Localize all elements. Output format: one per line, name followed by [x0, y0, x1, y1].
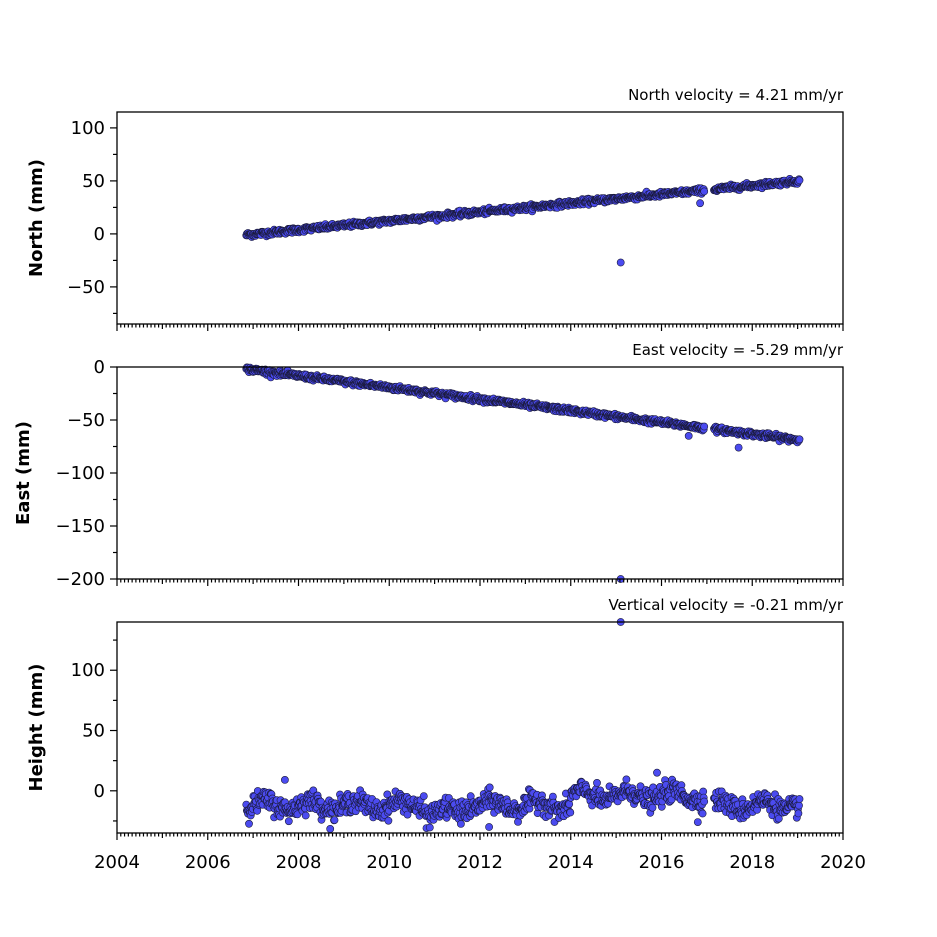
outlier-point	[693, 818, 702, 826]
x-tick-label: 2008	[276, 852, 322, 873]
outlier-point	[696, 199, 704, 208]
velocity-title: East velocity = -5.29 mm/yr	[632, 341, 844, 359]
y-tick-label: −150	[56, 516, 105, 537]
data-point	[419, 792, 428, 800]
y-axis-label: East (mm)	[13, 421, 34, 525]
data-points	[242, 174, 804, 267]
x-tick-label: 2014	[548, 852, 594, 873]
data-point	[301, 811, 310, 820]
data-point	[566, 808, 575, 817]
y-tick-label: 0	[94, 357, 105, 378]
data-point	[456, 820, 465, 828]
outlier-point	[485, 823, 493, 831]
x-tick-label: 2010	[366, 852, 412, 873]
data-point	[774, 814, 783, 823]
data-point	[648, 803, 657, 812]
y-axis-label: Height (mm)	[26, 664, 47, 792]
data-point	[795, 801, 803, 810]
data-point	[330, 816, 339, 824]
y-tick-label: −50	[67, 410, 105, 431]
y-tick-label: −200	[56, 569, 105, 590]
data-point	[284, 817, 293, 826]
y-tick-label: −100	[56, 463, 105, 484]
x-tick-label: 2004	[94, 852, 140, 873]
x-tick-label: 2012	[457, 852, 503, 873]
panel-2: East velocity = -5.29 mm/yr East (mm) −200…	[13, 341, 844, 590]
y-tick-label: 100	[71, 118, 105, 139]
x-tick-label: 2006	[185, 852, 231, 873]
data-points	[242, 618, 804, 833]
data-point	[794, 809, 803, 818]
data-point	[700, 422, 709, 431]
data-point	[593, 779, 601, 787]
outlier-point	[653, 768, 661, 777]
plot-frame	[116, 111, 844, 325]
data-point	[485, 783, 494, 792]
x-tick-label: 2020	[820, 852, 866, 873]
y-tick-label: 0	[94, 781, 105, 802]
data-point	[795, 795, 804, 803]
outlier-point	[280, 776, 289, 784]
y-tick-label: 50	[82, 171, 105, 192]
panel-3: Vertical velocity = -0.21 mm/yr Height (m…	[26, 596, 866, 873]
outlier-point	[684, 431, 693, 440]
x-tick-label: 2018	[729, 852, 775, 873]
panel-1: North velocity = 4.21 mm/yr North (mm) −50…	[26, 86, 844, 331]
y-tick-label: −50	[67, 277, 105, 298]
data-point	[384, 816, 393, 825]
y-tick-label: 100	[71, 660, 105, 681]
x-tick-label: 2016	[639, 852, 685, 873]
velocity-title: Vertical velocity = -0.21 mm/yr	[608, 596, 843, 614]
data-point	[326, 825, 335, 833]
data-point	[425, 823, 434, 832]
y-tick-label: 50	[82, 721, 105, 742]
data-point	[245, 819, 253, 828]
velocity-title: North velocity = 4.21 mm/yr	[628, 86, 844, 104]
data-point	[622, 775, 631, 784]
data-point	[795, 435, 804, 444]
y-axis-label: North (mm)	[26, 159, 47, 277]
data-point	[700, 187, 709, 196]
outlier-point	[616, 258, 625, 267]
data-point	[698, 809, 707, 818]
data-points	[242, 363, 804, 583]
y-tick-label: 0	[94, 224, 105, 245]
data-point	[795, 176, 804, 185]
data-point	[700, 797, 709, 806]
data-point	[403, 810, 412, 819]
outlier-point	[734, 443, 743, 452]
